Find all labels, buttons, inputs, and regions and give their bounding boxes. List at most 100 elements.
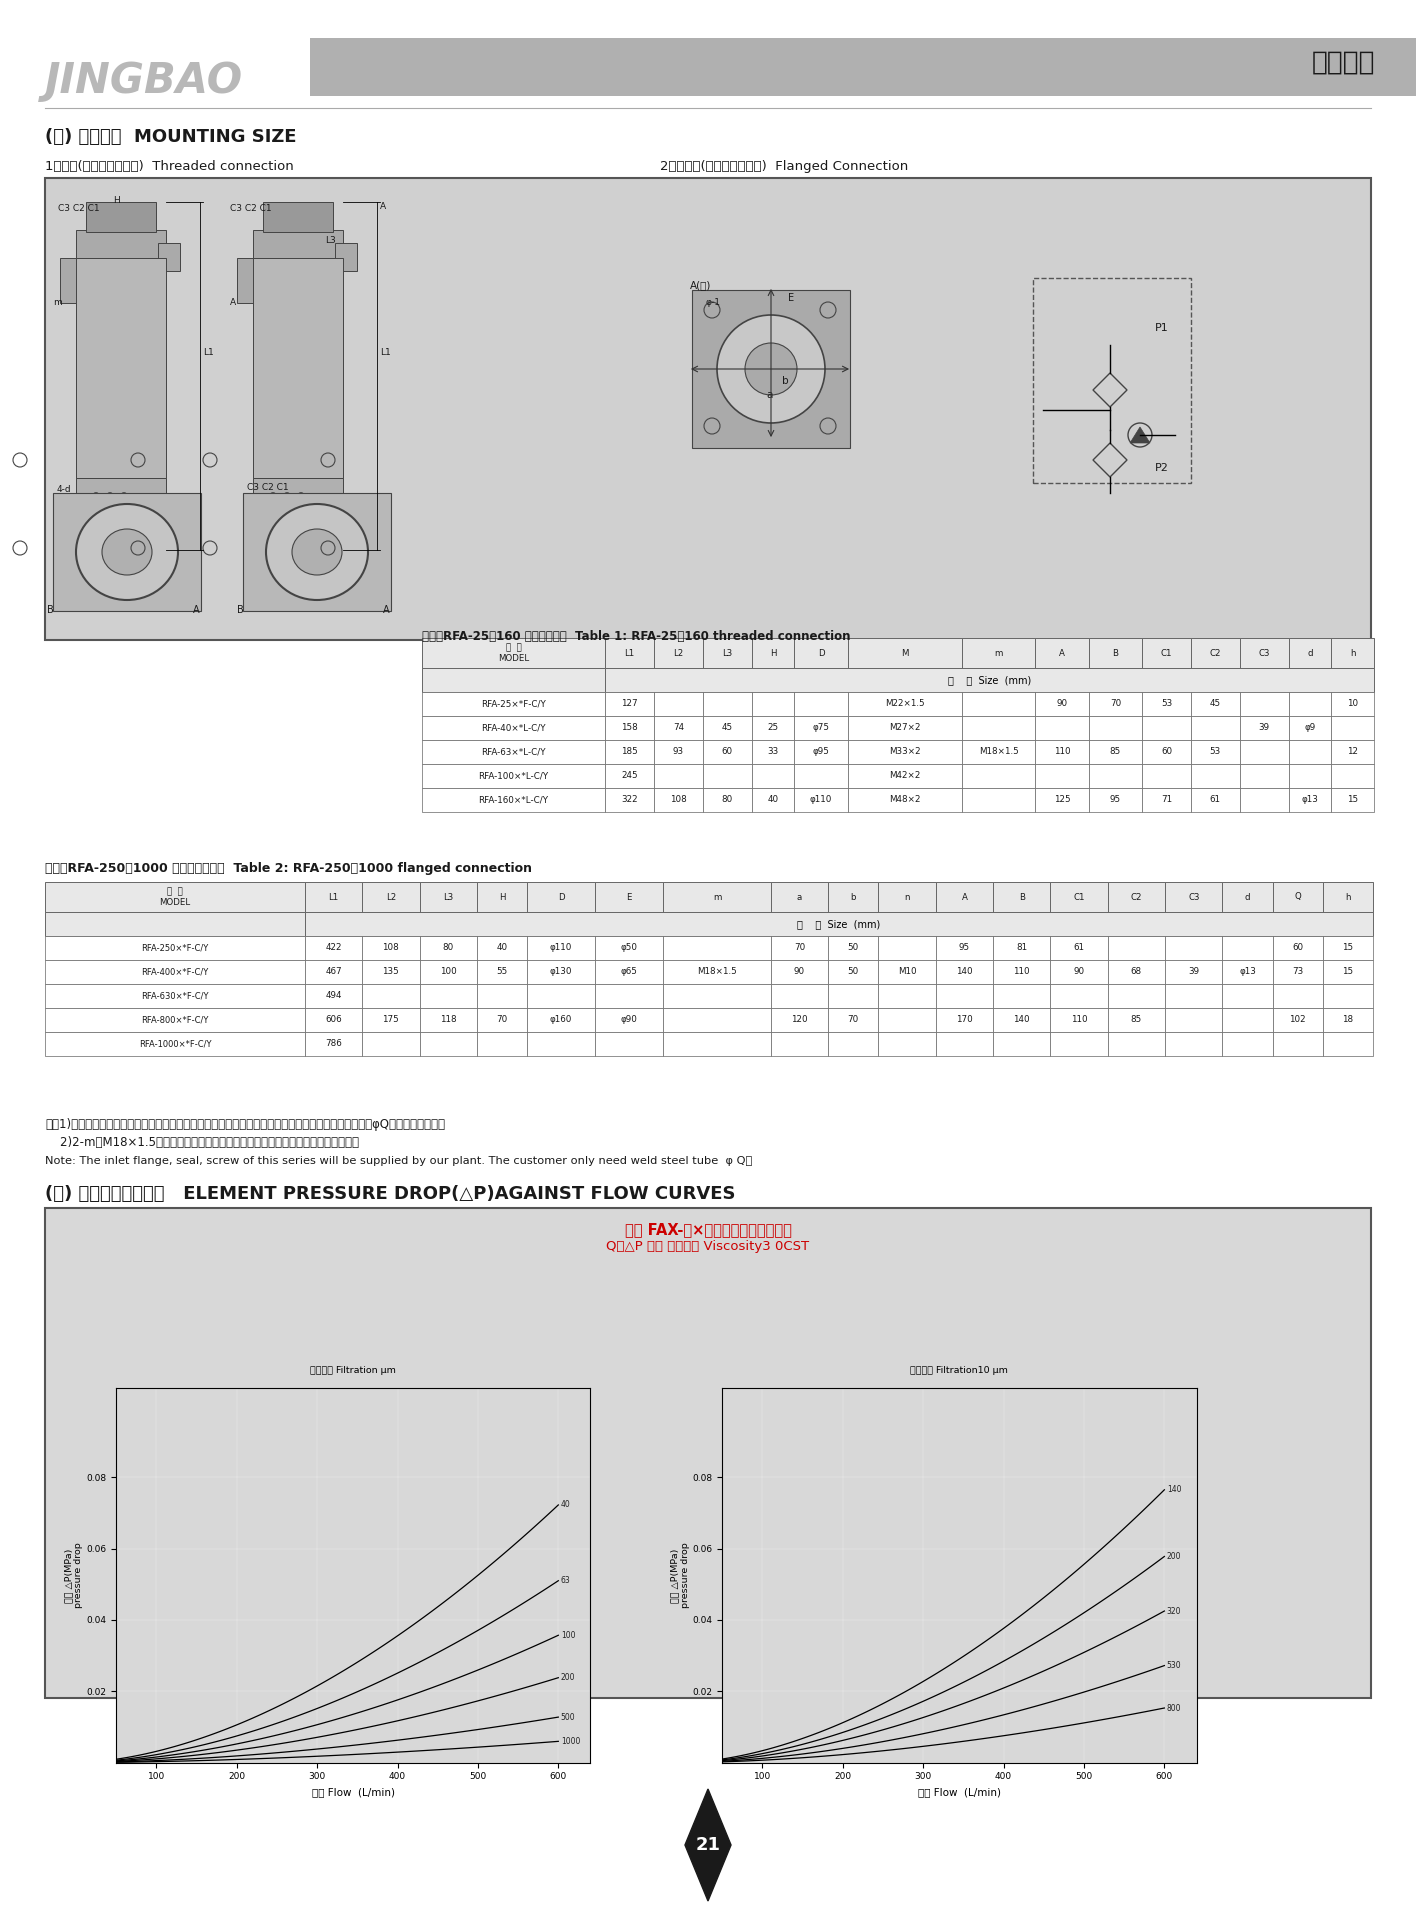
Text: φ13: φ13 [1239,968,1256,977]
Bar [752,764,794,787]
Text: 25: 25 [767,724,779,733]
Text: φ90: φ90 [620,1016,637,1025]
Bar [605,668,1374,691]
Text: 45: 45 [722,724,732,733]
Bar [1143,764,1191,787]
Text: 200: 200 [561,1672,575,1682]
Text: φ130: φ130 [549,968,572,977]
Text: (六) 滤芯压差流量曲线   ELEMENT PRESSURE DROP(△P)AGAINST FLOW CURVES: (六) 滤芯压差流量曲线 ELEMENT PRESSURE DROP(△P)AG… [45,1185,735,1204]
Bar [936,1033,993,1056]
Bar [878,1033,936,1056]
Text: φ13: φ13 [1301,795,1318,804]
Bar [1089,787,1143,812]
Bar [752,691,794,716]
Text: 185: 185 [622,747,637,756]
Bar [878,1008,936,1033]
Text: B: B [1113,649,1119,657]
Bar [477,937,527,960]
Text: 10: 10 [1347,699,1358,708]
Bar [1240,716,1289,739]
Bar [654,787,702,812]
Text: 71: 71 [1161,795,1172,804]
Text: M: M [901,649,909,657]
Bar [1289,764,1331,787]
Text: 127: 127 [622,699,637,708]
Bar [654,739,702,764]
Text: H: H [498,893,506,902]
Text: 表一：RFA-25～160 管式连接尺寸  Table 1: RFA-25～160 threaded connection: 表一：RFA-25～160 管式连接尺寸 Table 1: RFA-25～160… [422,630,851,643]
Bar [1089,637,1143,668]
Bar [961,764,1035,787]
Bar [692,290,850,447]
Text: 表一：RFA-250～1000 法兰式连接尺寸  Table 2: RFA-250～1000 flanged connection: 表一：RFA-250～1000 法兰式连接尺寸 Table 2: RFA-250… [45,862,532,876]
Text: 1、管式(进油口螺纹连接)  Threaded connection: 1、管式(进油口螺纹连接) Threaded connection [45,159,293,173]
Bar [1331,637,1374,668]
Bar [1191,739,1240,764]
Bar [422,691,605,716]
Bar [1089,764,1143,787]
Bar [961,691,1035,716]
Text: m: m [994,649,1003,657]
Text: B: B [47,605,54,614]
Text: 2)2-m的M18×1.5螺孔，可在任何一面安装发讯器或作小回油孔之用，并配装丝堵。: 2)2-m的M18×1.5螺孔，可在任何一面安装发讯器或作小回油孔之用，并配装丝… [45,1137,360,1148]
Bar [702,764,752,787]
Bar [1273,983,1323,1008]
Polygon shape [685,1789,731,1901]
Text: M48×2: M48×2 [889,795,920,804]
Bar [1165,881,1222,912]
Text: 494: 494 [326,991,341,1000]
Bar [527,960,595,983]
Text: 80: 80 [722,795,732,804]
Bar [702,787,752,812]
Text: n: n [905,893,910,902]
Ellipse shape [102,530,152,574]
Bar [595,960,663,983]
Text: φ65: φ65 [620,968,637,977]
Bar [1222,881,1273,912]
Bar [848,764,961,787]
Text: 33: 33 [767,747,779,756]
Bar [1143,637,1191,668]
Bar [993,1008,1051,1033]
Ellipse shape [76,503,178,599]
Bar [477,881,527,912]
Bar [828,960,878,983]
Bar [422,716,605,739]
Text: C3: C3 [1259,649,1270,657]
Text: 320: 320 [1167,1607,1181,1615]
Bar [1289,787,1331,812]
Bar [45,912,304,937]
Text: 55: 55 [497,968,507,977]
Bar [993,960,1051,983]
Text: φ160: φ160 [549,1016,572,1025]
Bar [702,716,752,739]
Text: 95: 95 [959,943,970,952]
Circle shape [92,505,99,513]
Bar [878,881,936,912]
Text: 85: 85 [1110,747,1121,756]
Text: P2: P2 [1155,463,1168,472]
Text: A: A [961,893,967,902]
Text: φ110: φ110 [549,943,572,952]
Bar [663,1008,770,1033]
Bar [770,1033,828,1056]
Bar [1191,691,1240,716]
Text: E: E [626,893,632,902]
Bar [1035,637,1089,668]
Bar [477,1033,527,1056]
Circle shape [120,493,127,499]
Bar [961,787,1035,812]
Bar [1289,637,1331,668]
Bar [961,716,1035,739]
X-axis label: 流量 Flow  (L/min): 流量 Flow (L/min) [918,1788,1001,1797]
Text: C3 C2 C1: C3 C2 C1 [246,484,289,492]
Text: L1: L1 [624,649,634,657]
Text: P1: P1 [1155,323,1168,332]
Text: 73: 73 [1293,968,1303,977]
Text: C3 C2 C1: C3 C2 C1 [229,204,272,213]
Y-axis label: 压差 △P(MPa)
pressure drop: 压差 △P(MPa) pressure drop [64,1542,84,1609]
Bar [527,1033,595,1056]
Bar [419,881,477,912]
Bar [362,983,419,1008]
Bar [1331,787,1374,812]
